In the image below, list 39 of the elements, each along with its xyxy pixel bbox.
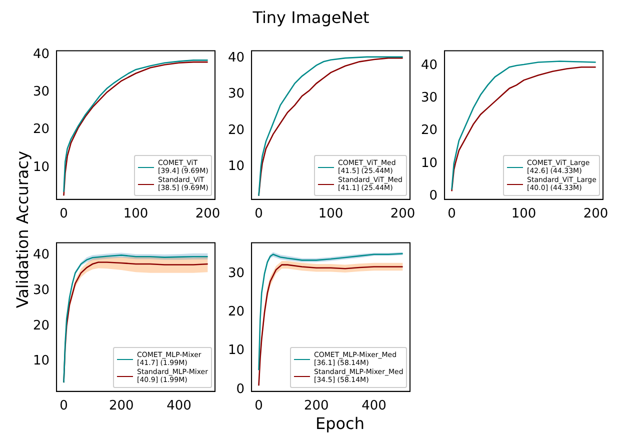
x-tick-label: 400	[166, 398, 192, 414]
y-tick-label: 20	[32, 122, 50, 138]
y-tick-label: 0	[236, 382, 245, 397]
y-tick-label: 20	[228, 122, 245, 138]
x-tick-label: 0	[254, 398, 263, 414]
x-tick-label: 200	[108, 398, 134, 414]
y-axis-title: Validation Accuracy	[12, 150, 32, 308]
x-tick-label: 200	[390, 206, 416, 222]
x-tick-label: 0	[448, 206, 456, 222]
chart-title: Tiny ImageNet	[252, 8, 370, 27]
x-tick-label: 100	[123, 206, 148, 222]
x-tick-label: 100	[318, 206, 344, 222]
x-tick-label: 0	[254, 206, 263, 222]
y-tick-label: 30	[228, 266, 245, 282]
x-tick-label: 200	[583, 206, 608, 222]
y-tick-label: 30	[420, 90, 438, 106]
y-tick-label: 0	[429, 188, 438, 204]
y-tick-label: 20	[228, 304, 245, 320]
y-tick-label: 30	[228, 86, 245, 102]
x-tick-label: 200	[195, 206, 220, 222]
y-tick-label: 10	[32, 160, 50, 175]
y-tick-label: 10	[228, 159, 245, 174]
y-tick-label: 10	[420, 156, 438, 171]
y-tick-label: 20	[32, 318, 50, 334]
x-tick-label: 0	[60, 398, 68, 414]
y-tick-label: 40	[420, 58, 438, 73]
x-axis-title: Epoch	[314, 414, 366, 433]
y-tick-label: 40	[32, 46, 50, 62]
y-tick-label: 10	[32, 354, 50, 369]
y-tick-label: 40	[32, 248, 50, 263]
y-tick-label: 10	[228, 343, 245, 358]
x-tick-label: 200	[304, 398, 329, 414]
y-tick-label: 30	[32, 282, 50, 298]
y-tick-label: 30	[32, 84, 50, 100]
y-tick-label: 40	[228, 50, 245, 66]
x-tick-label: 100	[511, 206, 536, 222]
x-tick-label: 400	[362, 398, 386, 414]
y-tick-label: 20	[420, 123, 438, 138]
x-tick-label: 0	[60, 206, 68, 222]
